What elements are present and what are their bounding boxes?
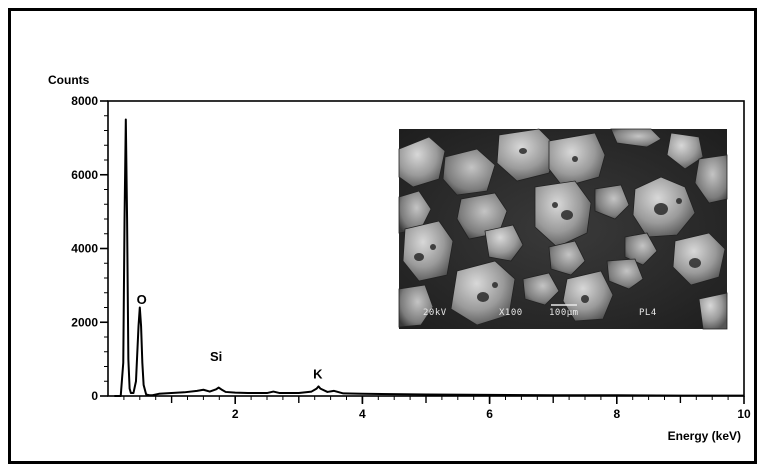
y-tick-label: 6000 bbox=[71, 168, 98, 182]
x-tick-label: 8 bbox=[613, 407, 620, 421]
x-tick-label: 2 bbox=[232, 407, 239, 421]
peak-label: O bbox=[137, 292, 147, 307]
x-axis-title: Energy (keV) bbox=[668, 429, 741, 443]
peak-labels: O Si K bbox=[137, 292, 324, 381]
eds-spectrum-chart: Counts Energy (keV) 2 4 6 8 10 0 2000 4000 6000 8… bbox=[48, 73, 751, 443]
y-tick-label: 2000 bbox=[71, 315, 98, 329]
sem-pores bbox=[414, 148, 701, 303]
sem-sample-id: PL4 bbox=[639, 308, 657, 318]
y-tick-label: 0 bbox=[91, 389, 98, 403]
sem-caption: 20kV X100 100µm PL4 bbox=[423, 304, 657, 318]
figure-frame: Counts Energy (keV) 2 4 6 8 10 0 2000 4000 6000 8… bbox=[8, 8, 757, 464]
axis-ticks bbox=[100, 100, 745, 404]
axis-tick-labels: 2 4 6 8 10 0 2000 4000 6000 8000 bbox=[71, 94, 751, 421]
x-tick-label: 10 bbox=[737, 407, 751, 421]
spectrum-line bbox=[114, 118, 744, 397]
sem-magnification: X100 bbox=[499, 308, 523, 318]
peak-label: K bbox=[313, 366, 323, 381]
y-tick-label: 8000 bbox=[71, 94, 98, 108]
sem-micrograph-inset: 20kV X100 100µm PL4 bbox=[398, 128, 728, 330]
peak-label: Si bbox=[210, 349, 222, 364]
x-tick-label: 4 bbox=[359, 407, 366, 421]
sem-scale-label: 100µm bbox=[549, 308, 579, 318]
sem-voltage: 20kV bbox=[423, 308, 447, 318]
x-tick-label: 6 bbox=[486, 407, 493, 421]
sem-grains bbox=[398, 128, 728, 330]
y-tick-label: 4000 bbox=[71, 242, 98, 256]
y-axis-title: Counts bbox=[48, 73, 90, 87]
